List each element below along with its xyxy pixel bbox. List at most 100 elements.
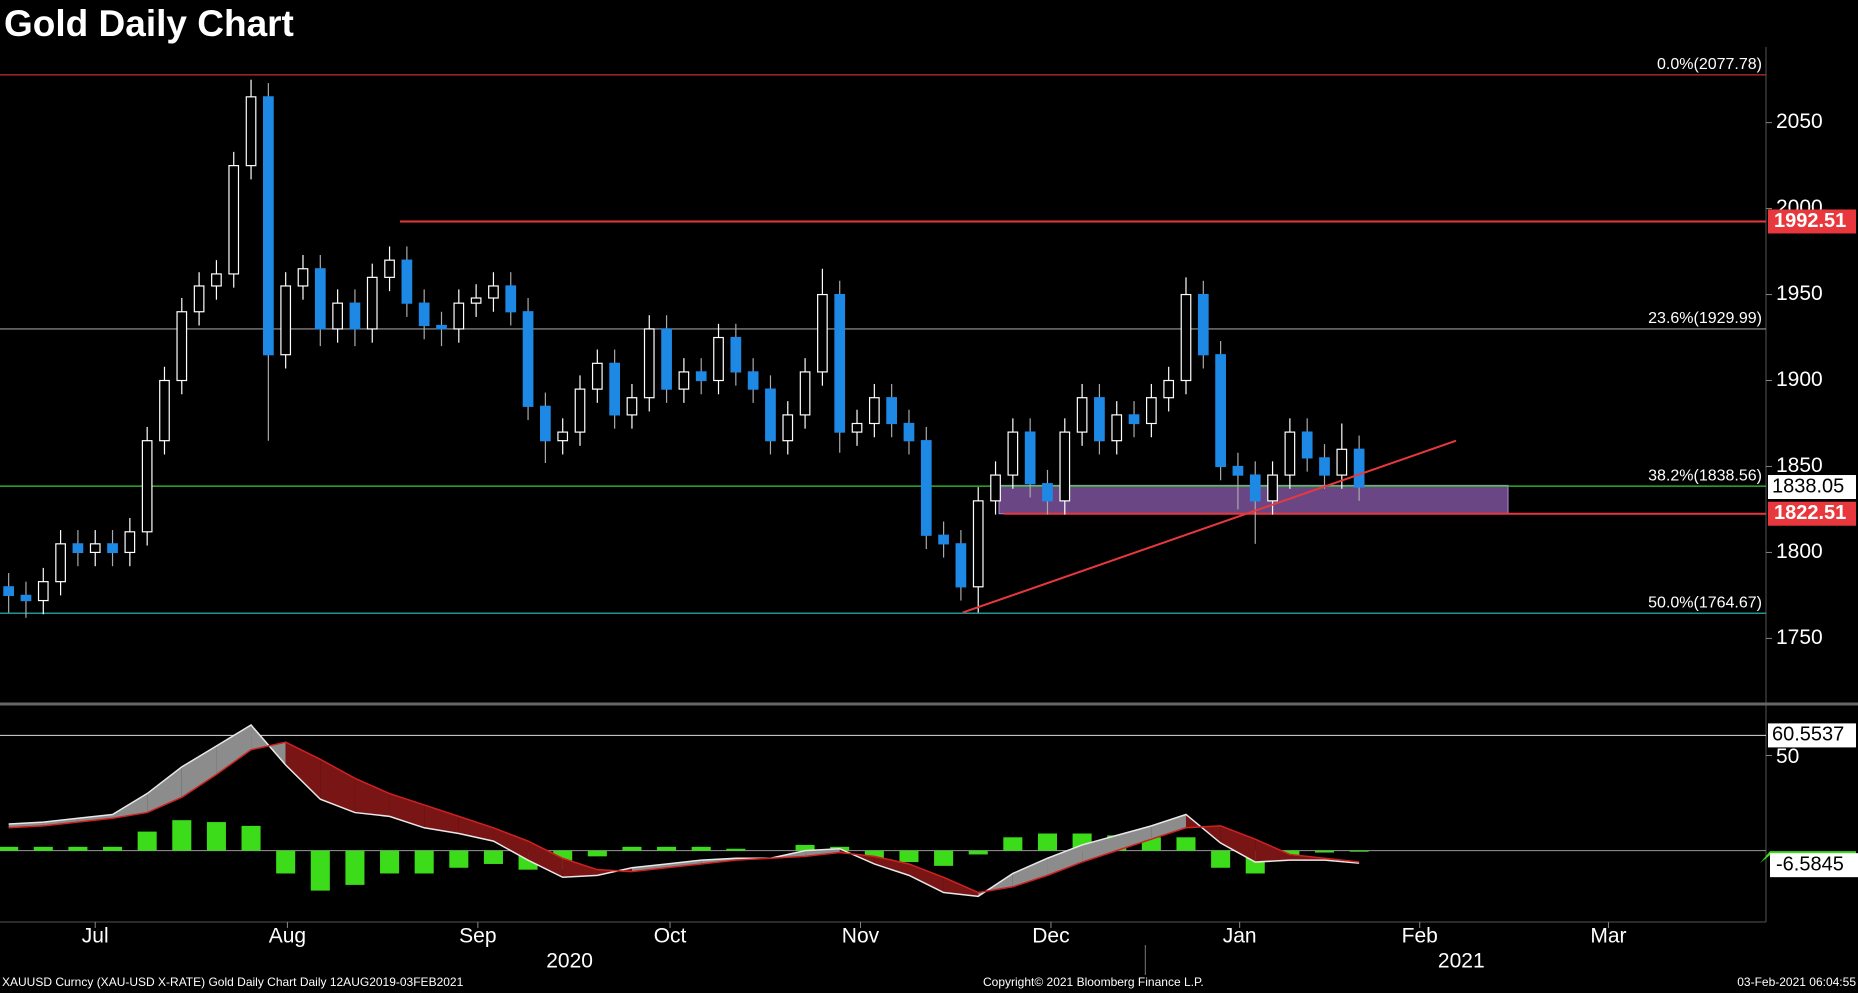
y-tick-label: 1900	[1776, 368, 1823, 391]
histogram-bar	[1003, 837, 1023, 851]
candle-body	[3, 586, 15, 597]
candle-body	[366, 276, 378, 330]
macd-fill	[354, 778, 390, 817]
last-price-box	[1768, 475, 1856, 500]
candle-body	[384, 259, 395, 278]
price-box-label: 1992.51	[1774, 210, 1846, 232]
candle-body	[37, 581, 49, 602]
year-label: 2020	[546, 950, 593, 973]
candle-body	[1215, 354, 1226, 468]
macd-fill	[1255, 839, 1290, 863]
histogram-bar	[0, 846, 19, 851]
macd-fill	[43, 818, 78, 826]
histogram-bar	[33, 846, 53, 851]
x-tick-label: Oct	[654, 925, 687, 948]
chart-title: Gold Daily Chart	[4, 3, 294, 44]
candle-body	[245, 96, 257, 167]
candle-body	[401, 259, 413, 304]
candle-body	[505, 285, 517, 313]
candle-body	[1128, 414, 1140, 425]
fib-label: 50.0%(1764.67)	[1648, 594, 1762, 611]
price-box-label: 1822.51	[1774, 502, 1846, 524]
macd-fill	[1012, 858, 1048, 887]
macd-fill	[77, 814, 113, 823]
histogram-bar	[414, 850, 434, 874]
x-tick-label: Mar	[1590, 925, 1626, 948]
reference-label: 60.5537	[1772, 724, 1844, 746]
candle-body	[141, 440, 153, 533]
candle-body	[1249, 474, 1261, 502]
y-tick-label: 1800	[1776, 540, 1823, 563]
candle-body	[55, 543, 66, 583]
histogram-bar	[241, 825, 261, 851]
macd-fill	[1151, 814, 1186, 840]
candle-body	[834, 293, 846, 433]
macd-fill	[1047, 844, 1083, 876]
y-tick-label: 1950	[1776, 282, 1823, 305]
histogram-bar	[1176, 837, 1196, 851]
footer-center: Copyright© 2021 Bloomberg Finance L.P.	[983, 975, 1204, 989]
histogram-bar	[1280, 850, 1300, 857]
macd-fill	[528, 841, 563, 878]
histogram-bar	[1037, 833, 1058, 851]
candle-body	[972, 500, 984, 588]
candle-body	[1111, 414, 1123, 442]
macd-line	[8, 741, 1360, 894]
candle-body	[661, 328, 672, 390]
candle-body	[1284, 431, 1296, 476]
macd-fill	[839, 848, 875, 864]
x-tick-label: Sep	[459, 925, 496, 948]
candle-body	[713, 336, 724, 382]
histogram-bar	[345, 850, 365, 885]
histogram-bar	[172, 820, 192, 851]
last-price-label: 1838.05	[1772, 475, 1844, 497]
histogram-bar	[483, 850, 503, 864]
candle-body	[1197, 293, 1209, 356]
candle-body	[1146, 397, 1157, 425]
candle-body	[349, 302, 361, 330]
macd-fill	[562, 858, 598, 878]
candle-body	[643, 328, 655, 399]
candle-body	[193, 285, 205, 313]
candle-body	[799, 371, 811, 416]
histogram-bar	[691, 846, 711, 851]
candle-body	[1319, 457, 1330, 476]
x-tick-label: Feb	[1402, 925, 1438, 948]
histogram-bar	[1211, 850, 1231, 868]
candle-body	[211, 273, 222, 287]
histogram-bar	[968, 850, 988, 855]
macd-line	[8, 724, 1360, 898]
candle-body	[72, 543, 84, 554]
candle-body	[522, 311, 534, 407]
macd-fill	[493, 827, 529, 861]
histogram-bar	[103, 846, 123, 851]
histogram-bar	[864, 850, 884, 859]
candle-body	[591, 362, 603, 390]
histogram-bar	[310, 850, 330, 891]
candle-body	[955, 543, 967, 588]
candle-body	[176, 311, 188, 382]
trendline	[962, 439, 1457, 614]
macd-fill	[1082, 835, 1117, 863]
macd-fill	[112, 793, 148, 819]
histogram-bar	[68, 846, 88, 851]
candle-body	[263, 96, 274, 356]
candle-body	[678, 371, 690, 390]
candle-body	[609, 362, 620, 416]
y-tick-label: 50	[1776, 745, 1799, 768]
footer-left: XAUUSD Curncy (XAU-USD X-RATE) Gold Dail…	[2, 975, 464, 989]
fib-label: 38.2%(1838.56)	[1648, 467, 1762, 484]
x-tick-label: Aug	[269, 925, 306, 948]
candle-body	[1007, 431, 1019, 476]
y-tick-label: 1750	[1776, 626, 1823, 649]
x-tick-label: Nov	[842, 925, 880, 948]
candle-body	[1180, 293, 1192, 382]
histogram-bar	[795, 844, 815, 851]
candle-body	[1301, 431, 1313, 459]
histogram-bar	[1349, 850, 1369, 852]
candle-body	[1042, 483, 1053, 502]
price-box	[1768, 209, 1856, 234]
macd-fill	[1220, 825, 1256, 863]
footer-right: 03-Feb-2021 06:04:55	[1737, 975, 1856, 989]
histogram-bar	[1314, 850, 1335, 853]
